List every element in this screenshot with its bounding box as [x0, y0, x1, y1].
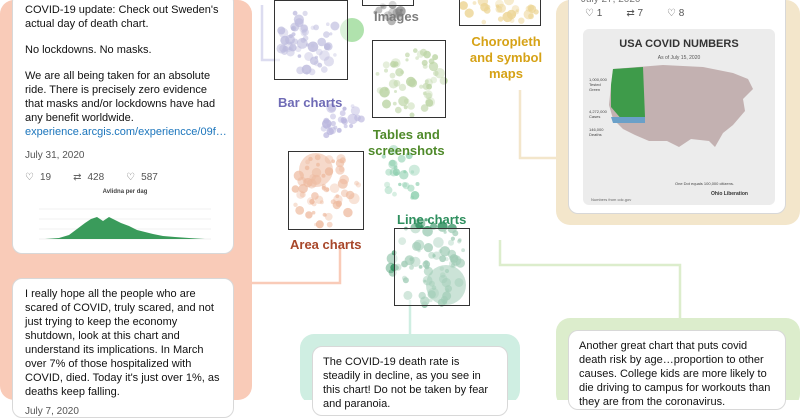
- reply-value: 19: [40, 172, 51, 183]
- reply-count[interactable]: ♡ 19: [25, 171, 51, 185]
- reply-icon: ♡: [585, 8, 597, 19]
- tweet-sweden-text2: No lockdowns. No masks.: [25, 43, 221, 57]
- usa-like-value: 8: [679, 8, 685, 19]
- label-images: Images: [374, 9, 419, 25]
- tweet-sweden-text1: COVID-19 update: Check out Sweden's actu…: [25, 3, 221, 31]
- scatter-dot: [416, 182, 420, 186]
- usa-map-note3: 146,000 Deaths: [589, 127, 613, 137]
- label-choropleth: Choropleth and symbol maps: [460, 34, 552, 82]
- scatter-dot: [330, 114, 336, 120]
- thumb-tables[interactable]: [372, 40, 446, 118]
- scatter-dot: [337, 128, 342, 133]
- usa-map-note1: 1,000,000 Tested Green: [589, 77, 613, 92]
- label-tables: Tables and screenshots: [368, 127, 445, 159]
- usa-retweet-value: 7: [637, 8, 643, 19]
- label-tables-line2: screenshots: [368, 143, 445, 159]
- sweden-mini-chart-area: [39, 199, 211, 245]
- scatter-dot: [409, 165, 420, 176]
- scatter-dot: [342, 119, 348, 125]
- sweden-death-area: [45, 217, 205, 239]
- label-line-charts: Line charts: [397, 212, 466, 228]
- tweet-card-hope[interactable]: I really hope all the people who are sca…: [12, 278, 234, 418]
- connector-age: [500, 240, 680, 318]
- usa-map-image: USA COVID NUMBERS As of July 15, 2020 1,…: [583, 29, 775, 205]
- scatter-dot: [342, 107, 346, 111]
- scatter-dot: [392, 192, 397, 197]
- tweet-usa-date: July 27, 2020: [581, 0, 641, 7]
- retweet-count[interactable]: ⇄ 428: [73, 171, 104, 185]
- tweet-card-usa[interactable]: July 27, 2020 ♡ 1 ⇄ 7 ♡ 8 USA COVID NUMB…: [568, 0, 786, 214]
- like-icon: ♡: [667, 8, 679, 19]
- scatter-dot: [331, 121, 336, 126]
- like-count[interactable]: ♡ 587: [126, 171, 158, 185]
- scatter-dot: [358, 116, 365, 123]
- tweet-sweden-link[interactable]: experience.arcgis.com/experiencce/09f…: [25, 125, 221, 139]
- usa-map-note2: 4,272,000 Cases: [589, 109, 613, 119]
- tweet-hope-text: I really hope all the people who are sca…: [25, 287, 221, 399]
- tweet-sweden-stats: ♡ 19 ⇄ 428 ♡ 587: [25, 171, 221, 185]
- usa-reply-value: 1: [597, 8, 603, 19]
- usa-like-count[interactable]: ♡ 8: [667, 7, 684, 21]
- tweet-usa-stats: ♡ 1 ⇄ 7 ♡ 8: [585, 7, 684, 21]
- thumb-images[interactable]: [362, 0, 414, 6]
- scatter-dot: [411, 170, 414, 173]
- scatter-dot: [398, 183, 401, 186]
- usa-retweet-count[interactable]: ⇄ 7: [626, 7, 643, 21]
- like-icon: ♡: [126, 172, 135, 183]
- scatter-dot: [323, 118, 329, 124]
- scatter-dot: [351, 106, 360, 115]
- thumb-bar-charts[interactable]: [274, 0, 348, 80]
- tweet-card-sweden[interactable]: COVID-19 update: Check out Sweden's actu…: [12, 0, 234, 254]
- sweden-mini-chart: Avlidna per dag: [39, 185, 211, 241]
- label-choropleth-line3: maps: [460, 66, 552, 82]
- retweet-icon: ⇄: [626, 8, 637, 19]
- thumb-choropleth[interactable]: [459, 0, 541, 26]
- scatter-dot: [384, 182, 390, 188]
- scatter-dot: [329, 127, 337, 135]
- scatter-dot: [393, 169, 400, 176]
- sweden-mini-chart-title: Avlidna per dag: [39, 185, 211, 199]
- scatter-dot: [349, 124, 353, 128]
- retweet-icon: ⇄: [73, 172, 81, 183]
- thumb-area-charts[interactable]: [288, 151, 364, 230]
- scatter-dot: [411, 191, 420, 200]
- tweet-death-rate-text: The COVID-19 death rate is steadily in d…: [323, 355, 497, 411]
- usa-map-credit: Ohio Liberation: [711, 187, 748, 201]
- scatter-dot: [403, 170, 406, 173]
- connector-usa: [520, 90, 556, 158]
- scatter-dot: [385, 186, 393, 194]
- like-value: 587: [141, 172, 158, 183]
- scatter-dot: [344, 124, 348, 128]
- tweet-sweden-text3: We are all being taken for an absolute r…: [25, 69, 221, 125]
- reply-icon: ♡: [25, 172, 34, 183]
- tweet-sweden-date: July 31, 2020: [25, 149, 221, 163]
- tweet-card-age[interactable]: Another great chart that puts covid deat…: [568, 330, 786, 410]
- usa-reply-count[interactable]: ♡ 1: [585, 7, 602, 21]
- label-area-charts: Area charts: [290, 237, 362, 253]
- scatter-dot: [388, 160, 397, 169]
- label-choropleth-line2: and symbol: [460, 50, 552, 66]
- tweet-age-text: Another great chart that puts covid deat…: [579, 339, 775, 409]
- scatter-dot: [340, 110, 346, 116]
- thumb-line-charts[interactable]: [394, 228, 470, 306]
- label-bar-charts: Bar charts: [278, 95, 342, 111]
- tweet-hope-date: July 7, 2020: [25, 405, 221, 419]
- retweet-value: 428: [87, 172, 104, 183]
- usa-map-source: Numbers from cdc.gov: [591, 193, 631, 205]
- scatter-dot: [403, 182, 410, 189]
- tweet-card-death-rate[interactable]: The COVID-19 death rate is steadily in d…: [312, 346, 508, 416]
- label-tables-line1: Tables and: [368, 127, 445, 143]
- label-choropleth-line1: Choropleth: [460, 34, 552, 50]
